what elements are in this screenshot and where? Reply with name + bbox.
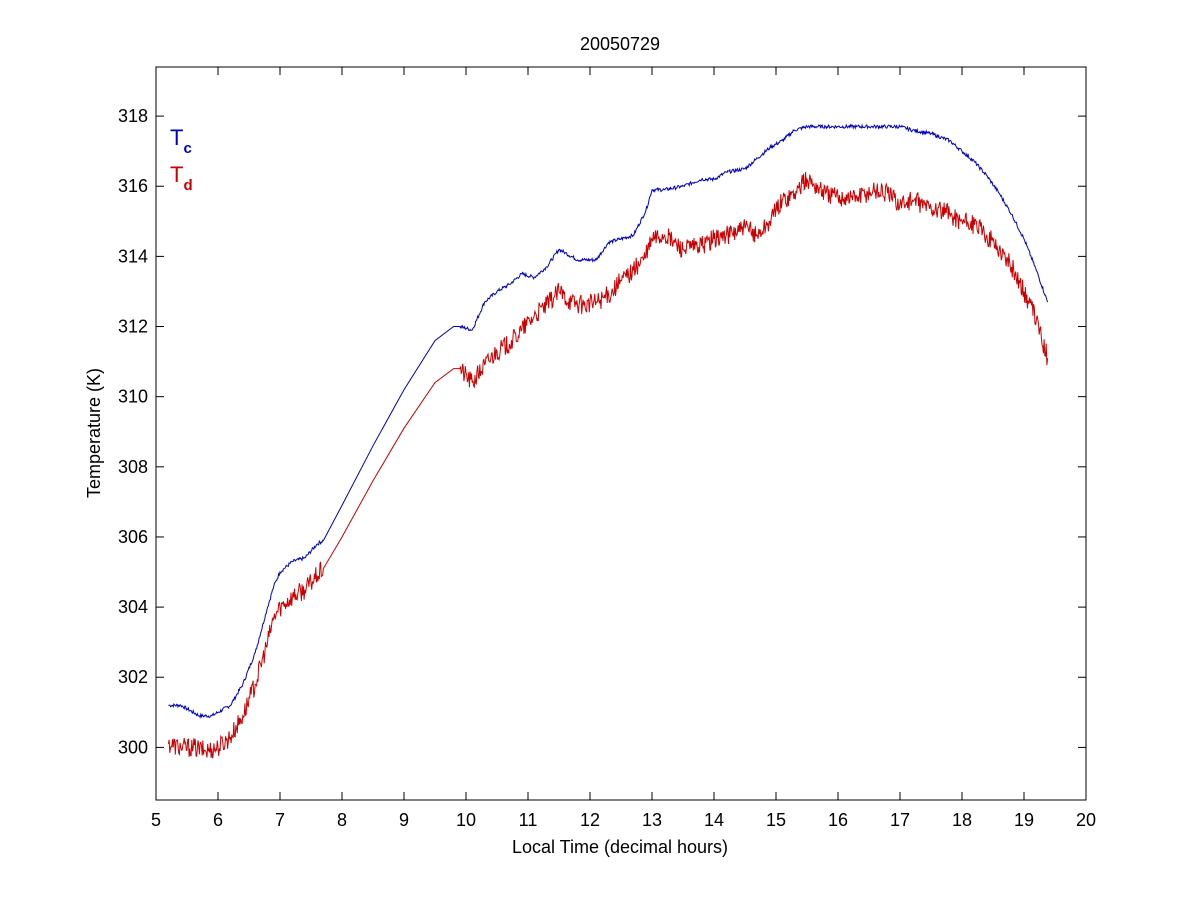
x-tick-label: 9 <box>399 810 409 830</box>
x-tick-label: 18 <box>952 810 972 830</box>
axes-frame <box>155 66 1087 801</box>
chart-title: 20050729 <box>580 34 660 54</box>
y-tick-label: 304 <box>118 597 148 617</box>
y-tick-label: 310 <box>118 387 148 407</box>
y-tick-label: 300 <box>118 737 148 757</box>
y-tick-label: 316 <box>118 176 148 196</box>
plot-area <box>156 67 1086 800</box>
x-tick-label: 17 <box>890 810 910 830</box>
y-tick-label: 308 <box>118 457 148 477</box>
x-tick-label: 13 <box>642 810 662 830</box>
x-tick-label: 7 <box>275 810 285 830</box>
series-layer <box>167 123 1049 759</box>
legend: Tc Td <box>170 125 193 194</box>
x-tick-label: 8 <box>337 810 347 830</box>
x-tick-label: 15 <box>766 810 786 830</box>
x-tick-label: 20 <box>1076 810 1096 830</box>
x-tick-label: 16 <box>828 810 848 830</box>
y-tick-label: 314 <box>118 246 148 266</box>
legend-entry-T-c: Tc <box>170 125 192 157</box>
x-tick-label: 5 <box>151 810 161 830</box>
legend-entry-T-d: Td <box>170 162 193 194</box>
x-tick-label: 12 <box>580 810 600 830</box>
x-tick-label: 6 <box>213 810 223 830</box>
y-tick-label: 306 <box>118 527 148 547</box>
y-tick-label: 302 <box>118 667 148 687</box>
x-tick-label: 14 <box>704 810 724 830</box>
y-axis-label: Temperature (K) <box>84 368 104 498</box>
series-line-T-d <box>167 171 1049 759</box>
x-tick-label: 11 <box>519 810 538 830</box>
x-axis-label: Local Time (decimal hours) <box>512 837 728 857</box>
series-line-T-c <box>168 123 1049 719</box>
axes: 5 6 7 8 9 10 11 12 13 14 15 16 17 18 19 20 300 302 304 306 3… <box>118 66 1096 830</box>
y-tick-label: 318 <box>118 106 148 126</box>
x-tick-label: 19 <box>1014 810 1034 830</box>
plot-background <box>156 67 1086 800</box>
y-tick-label: 312 <box>118 317 148 337</box>
x-tick-label: 10 <box>456 810 476 830</box>
